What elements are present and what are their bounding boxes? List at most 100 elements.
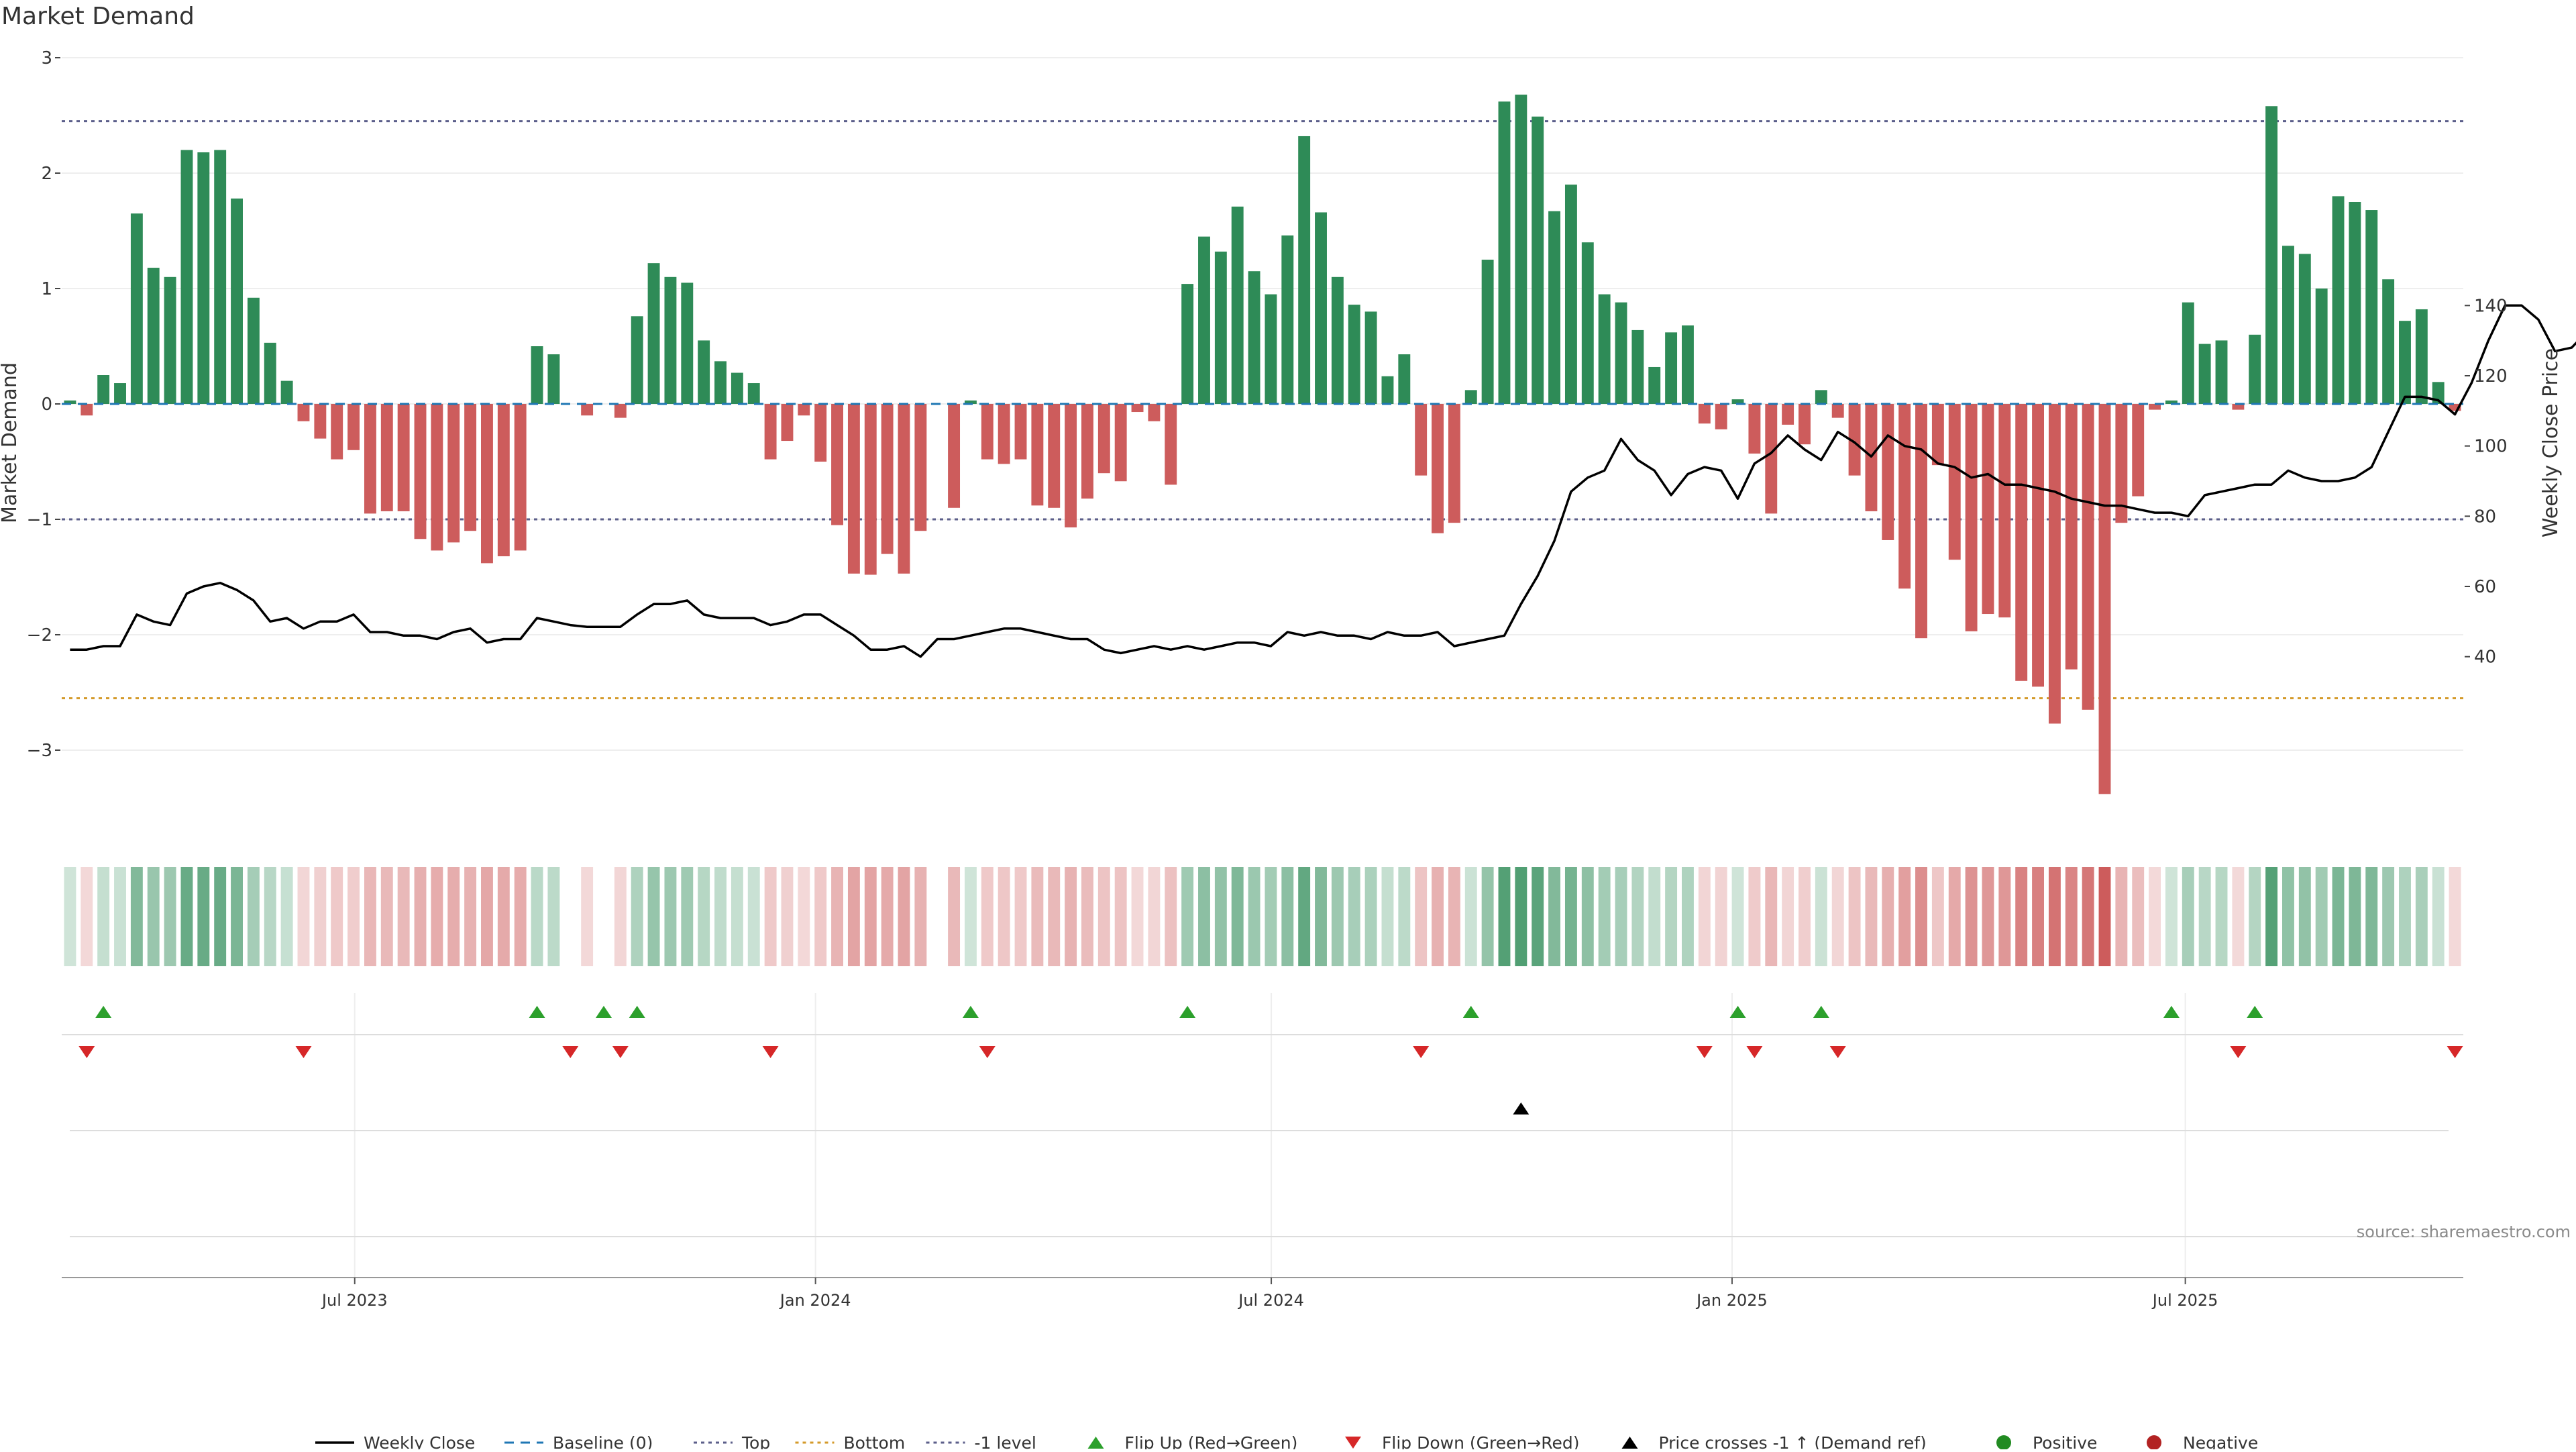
demand-bar bbox=[247, 297, 260, 404]
flip-up-marker bbox=[595, 1006, 612, 1018]
x-tick-label: Jan 2024 bbox=[779, 1291, 851, 1310]
heat-cell bbox=[1765, 867, 1778, 966]
flip-down-marker bbox=[2447, 1046, 2463, 1058]
flip-up-marker bbox=[962, 1006, 979, 1018]
heat-cell bbox=[2399, 867, 2411, 966]
heat-cell bbox=[130, 867, 143, 966]
demand-bar bbox=[1048, 404, 1061, 508]
demand-bar bbox=[1564, 185, 1577, 404]
demand-bar bbox=[1031, 404, 1044, 506]
flip-up-marker bbox=[2163, 1006, 2180, 1018]
y2-tick-label: 120 bbox=[2474, 366, 2508, 386]
legend-label: Bottom bbox=[844, 1433, 906, 1449]
heat-cell bbox=[2165, 867, 2178, 966]
demand-bar bbox=[764, 404, 777, 460]
legend-label: Flip Up (Red→Green) bbox=[1125, 1433, 1298, 1449]
demand-bar bbox=[514, 404, 527, 551]
demand-bar bbox=[2165, 400, 2178, 404]
heat-cell bbox=[847, 867, 860, 966]
heat-cell bbox=[1865, 867, 1878, 966]
demand-bar bbox=[1615, 302, 1627, 404]
heat-cell bbox=[80, 867, 93, 966]
heat-cell bbox=[914, 867, 927, 966]
heat-cell bbox=[364, 867, 376, 966]
x-tick-label: Jul 2025 bbox=[2151, 1291, 2218, 1310]
heat-cell bbox=[2198, 867, 2211, 966]
demand-bar bbox=[614, 404, 627, 418]
x-tick-label: Jan 2025 bbox=[1695, 1291, 1768, 1310]
heat-cell bbox=[1581, 867, 1594, 966]
legend-swatch bbox=[1345, 1437, 1361, 1449]
y-tick-label: −2 bbox=[27, 625, 52, 645]
heat-cell bbox=[864, 867, 877, 966]
demand-bar bbox=[864, 404, 877, 575]
heat-cell bbox=[1014, 867, 1027, 966]
demand-bar bbox=[1748, 404, 1761, 454]
demand-bar bbox=[1965, 404, 1978, 631]
chart-title: Market Demand bbox=[1, 3, 195, 30]
heat-cell bbox=[2048, 867, 2061, 966]
demand-bar bbox=[2382, 279, 2395, 404]
heat-cell bbox=[1281, 867, 1294, 966]
demand-bar bbox=[531, 346, 543, 404]
heat-cell bbox=[1598, 867, 1611, 966]
heat-cell bbox=[1298, 867, 1311, 966]
heat-cell bbox=[1432, 867, 1444, 966]
y2-tick-label: 140 bbox=[2474, 296, 2508, 316]
heat-cell bbox=[1498, 867, 1511, 966]
heat-cell bbox=[698, 867, 710, 966]
demand-bar bbox=[1331, 276, 1344, 404]
demand-bar bbox=[497, 404, 510, 557]
heat-cell bbox=[1381, 867, 1394, 966]
legend-item: Bottom bbox=[795, 1433, 906, 1452]
heat-cell bbox=[247, 867, 260, 966]
heat-cell bbox=[1265, 867, 1277, 966]
heat-cell bbox=[1065, 867, 1077, 966]
demand-bar bbox=[664, 276, 677, 404]
demand-bar bbox=[347, 404, 360, 450]
heat-cell bbox=[1214, 867, 1227, 966]
demand-bar bbox=[397, 404, 410, 511]
demand-bar bbox=[1415, 404, 1428, 476]
heat-cell bbox=[547, 867, 560, 966]
demand-bar bbox=[1998, 404, 2011, 618]
heat-cell bbox=[831, 867, 843, 966]
demand-bar bbox=[1065, 404, 1077, 528]
legend-label: Negative bbox=[2183, 1433, 2258, 1449]
heat-cell bbox=[2382, 867, 2395, 966]
demand-bar bbox=[1782, 404, 1794, 425]
demand-bar bbox=[80, 404, 93, 416]
heat-cell bbox=[1515, 867, 1527, 966]
heat-cell bbox=[1731, 867, 1744, 966]
heat-cell bbox=[97, 867, 110, 966]
flip-down-marker bbox=[1829, 1046, 1846, 1058]
heat-cell bbox=[2215, 867, 2228, 966]
demand-bar bbox=[1515, 95, 1527, 405]
heat-cell bbox=[414, 867, 427, 966]
demand-bar bbox=[647, 263, 660, 404]
source-note: source: sharemaestro.com bbox=[2356, 1223, 2571, 1241]
demand-bar bbox=[1165, 404, 1177, 485]
demand-bar bbox=[364, 404, 376, 514]
demand-bar bbox=[264, 342, 276, 404]
heat-cell bbox=[264, 867, 276, 966]
demand-bar bbox=[2232, 404, 2245, 410]
demand-bar bbox=[2115, 404, 2128, 523]
legend-item: Flip Down (Green→Red) bbox=[1345, 1433, 1580, 1452]
flip-up-marker bbox=[1729, 1006, 1746, 1018]
heat-cell bbox=[2332, 867, 2345, 966]
heat-cell bbox=[1615, 867, 1627, 966]
flip-down-marker bbox=[979, 1046, 996, 1058]
demand-bar bbox=[2015, 404, 2028, 681]
heat-cell bbox=[631, 867, 643, 966]
demand-bar bbox=[2349, 202, 2361, 404]
demand-bar bbox=[2149, 404, 2161, 410]
demand-bar bbox=[1682, 325, 1694, 404]
heat-cell bbox=[180, 867, 193, 966]
weekly-close-line bbox=[70, 304, 2576, 658]
heat-cell bbox=[231, 867, 243, 966]
heat-cell bbox=[531, 867, 543, 966]
demand-bar bbox=[1348, 305, 1360, 404]
demand-bar bbox=[1581, 242, 1594, 404]
demand-bar bbox=[1214, 251, 1227, 404]
